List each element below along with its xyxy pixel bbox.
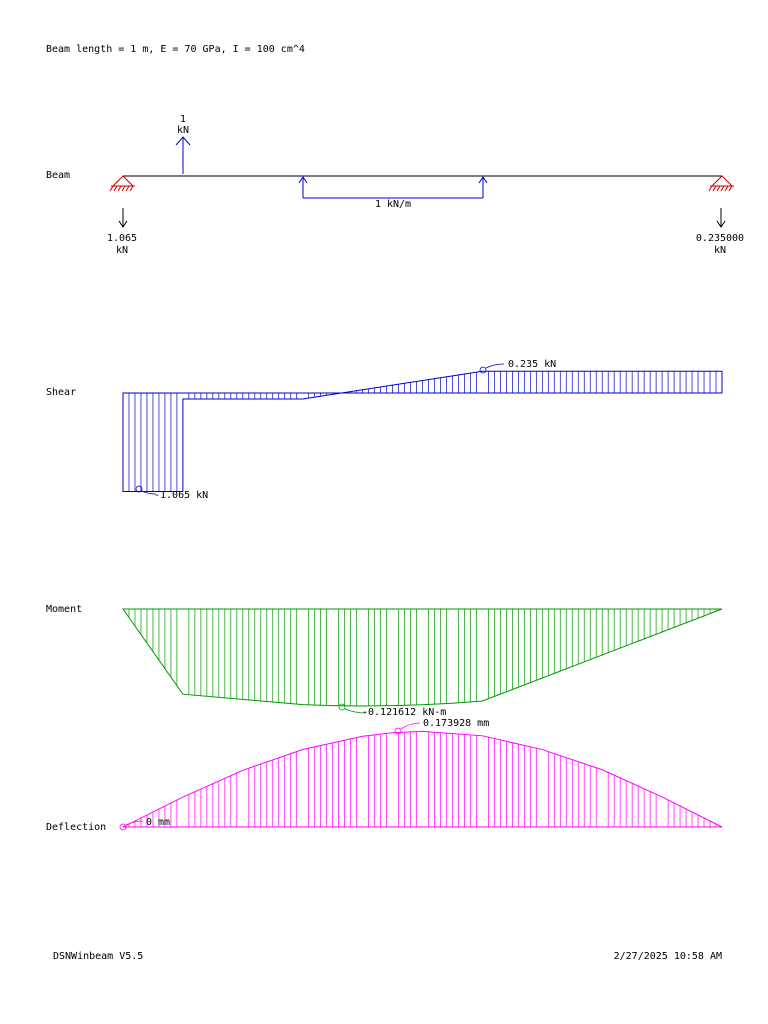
left-reaction-unit: kN <box>116 245 128 256</box>
shear-hatch <box>128 371 717 492</box>
shear-max-annotation: 0.235 kN <box>508 359 556 370</box>
left-reaction-value: 1.065 <box>107 233 137 244</box>
moment-hatch <box>128 609 717 706</box>
deflection-label: Deflection <box>46 822 106 833</box>
deflection-outline <box>122 730 723 828</box>
right-support-icon <box>708 175 734 192</box>
right-reaction-arrow-icon <box>716 208 726 228</box>
app-version: DSNWinbeam V5.5 <box>53 951 143 962</box>
left-reaction-arrow-icon <box>118 208 128 228</box>
shear-label: Shear <box>46 387 76 398</box>
shear-min-marker <box>135 485 157 495</box>
point-load-unit: kN <box>177 125 189 136</box>
point-load-arrow-icon <box>175 136 191 174</box>
moment-diagram: Moment -0.121612 kN-m <box>46 604 723 718</box>
shear-min-annotation: -1.065 kN <box>154 490 208 501</box>
beam-label: Beam <box>46 170 70 181</box>
beam-diagram: Beam 1 kN <box>46 114 744 256</box>
distributed-load-icon <box>298 176 488 199</box>
deflection-max-marker <box>394 722 421 735</box>
moment-outline <box>122 608 723 707</box>
deflection-zero-marker <box>119 820 144 831</box>
moment-label: Moment <box>46 604 82 615</box>
beam-properties-title: Beam length = 1 m, E = 70 GPa, I = 100 c… <box>46 44 305 55</box>
report-timestamp: 2/27/2025 10:58 AM <box>614 951 722 962</box>
deflection-diagram: Deflection 0.173928 mm 0 mm <box>46 718 723 833</box>
right-reaction-value: 0.235000 <box>696 233 744 244</box>
moment-min-marker <box>338 703 367 714</box>
right-reaction-unit: kN <box>714 245 726 256</box>
distributed-load-label: 1 kN/m <box>375 199 411 210</box>
shear-max-marker <box>479 363 505 374</box>
shear-diagram: Shear 0.235 kN -1.065 kN <box>46 359 723 501</box>
deflection-max-annotation: 0.173928 mm <box>423 718 489 729</box>
moment-min-annotation: -0.121612 kN-m <box>362 707 446 718</box>
left-support-icon <box>109 175 135 192</box>
point-load-value: 1 <box>180 114 186 125</box>
deflection-zero-annotation: 0 mm <box>146 817 170 828</box>
deflection-hatch <box>128 731 717 827</box>
